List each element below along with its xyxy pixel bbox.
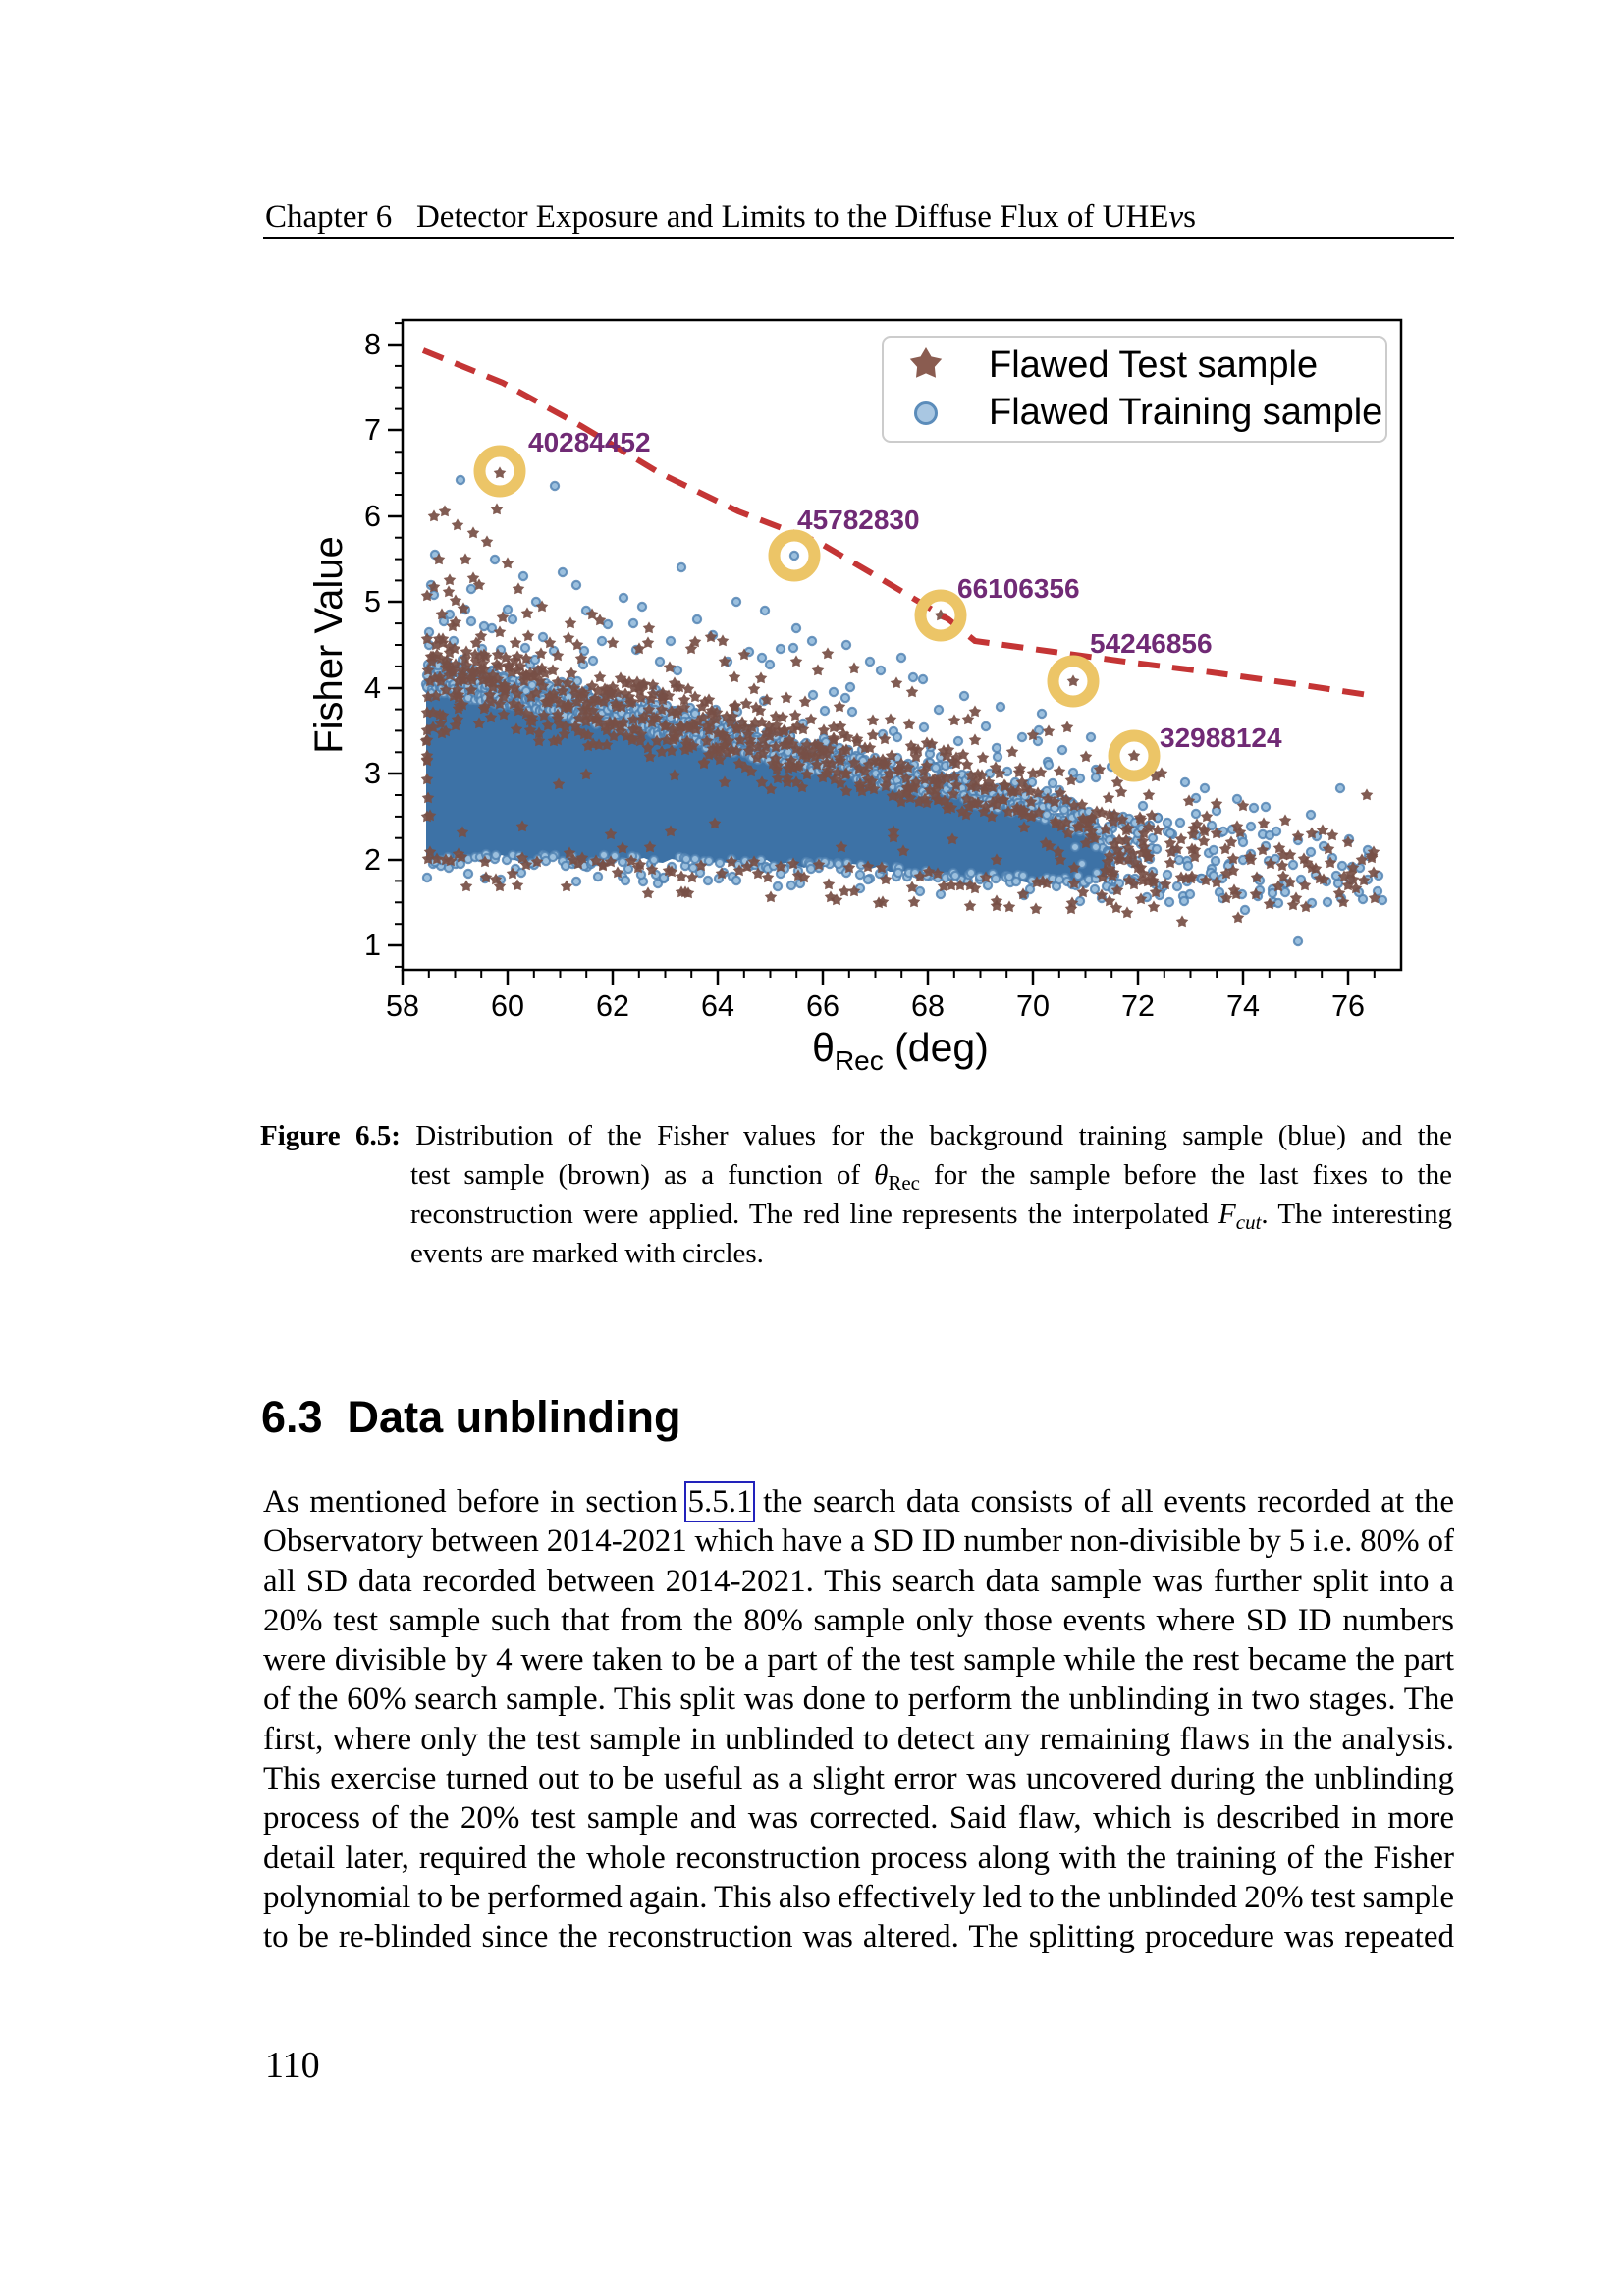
svg-text:Fisher Value: Fisher Value	[307, 536, 351, 754]
svg-text:66106356: 66106356	[957, 573, 1080, 604]
svg-text:1: 1	[364, 929, 381, 962]
svg-text:θRec (deg): θRec (deg)	[812, 1025, 989, 1076]
svg-text:68: 68	[911, 989, 945, 1023]
svg-text:70: 70	[1016, 989, 1050, 1023]
svg-text:6: 6	[364, 500, 381, 533]
svg-text:Flawed Test sample: Flawed Test sample	[989, 345, 1318, 386]
svg-text:Flawed Training sample: Flawed Training sample	[989, 392, 1382, 433]
svg-text:58: 58	[386, 989, 419, 1023]
svg-text:74: 74	[1226, 989, 1260, 1023]
svg-text:5: 5	[364, 585, 381, 618]
svg-text:76: 76	[1331, 989, 1365, 1023]
svg-text:8: 8	[364, 328, 381, 361]
svg-text:2: 2	[364, 843, 381, 877]
svg-text:54246856: 54246856	[1090, 628, 1213, 659]
svg-text:3: 3	[364, 757, 381, 790]
svg-text:72: 72	[1121, 989, 1155, 1023]
svg-text:45782830: 45782830	[797, 505, 920, 535]
svg-text:32988124: 32988124	[1160, 722, 1282, 753]
svg-text:64: 64	[701, 989, 734, 1023]
svg-text:62: 62	[596, 989, 629, 1023]
svg-text:7: 7	[364, 413, 381, 447]
svg-text:66: 66	[806, 989, 839, 1023]
svg-text:60: 60	[491, 989, 524, 1023]
svg-text:40284452: 40284452	[528, 427, 651, 457]
svg-text:4: 4	[364, 671, 381, 705]
